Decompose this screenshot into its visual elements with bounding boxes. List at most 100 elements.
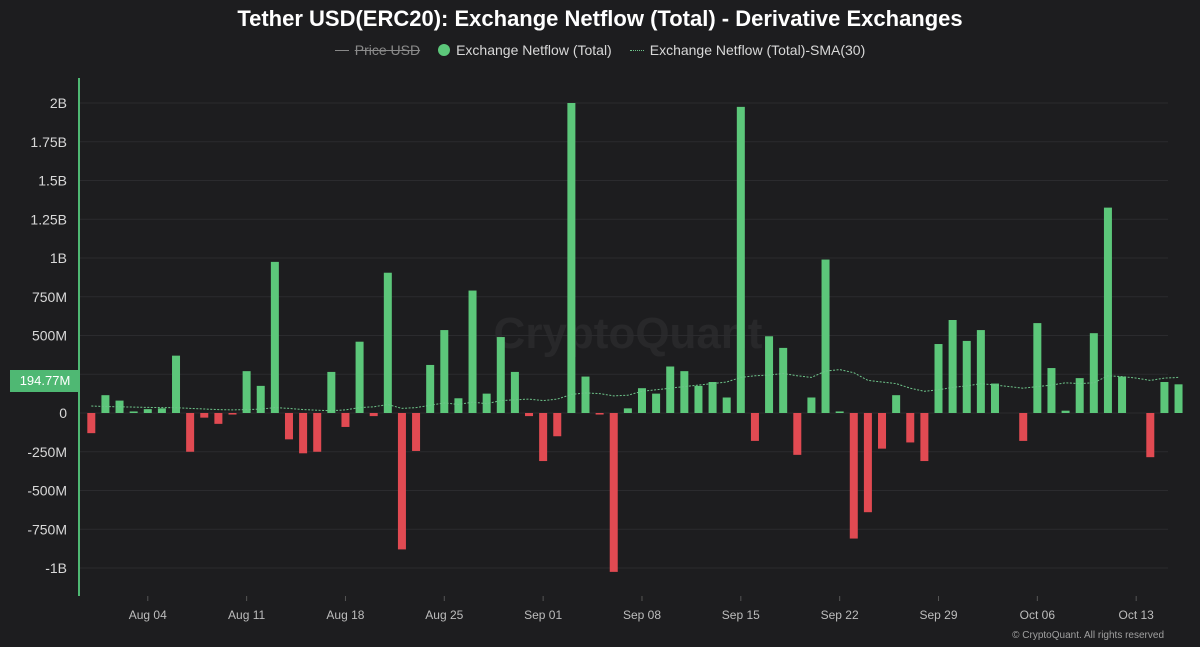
y-tick-label: -250M	[27, 444, 67, 460]
bar	[510, 371, 519, 413]
bar	[990, 383, 999, 413]
y-tick-label: 750M	[32, 289, 67, 305]
bar	[863, 413, 872, 513]
bar	[666, 366, 675, 413]
sma-line	[91, 369, 1179, 412]
bar	[623, 408, 632, 413]
x-tick-label: Oct 06	[1020, 608, 1056, 622]
bar	[821, 259, 830, 413]
bar	[779, 347, 788, 413]
bar	[496, 337, 505, 413]
dotted-line-icon	[629, 49, 644, 51]
bar	[1103, 207, 1112, 413]
bar	[228, 413, 237, 415]
bar	[1033, 323, 1042, 413]
bar	[397, 413, 406, 550]
bar	[849, 413, 858, 539]
bar	[637, 388, 646, 413]
bar	[722, 397, 731, 413]
y-tick-label: -1B	[45, 560, 67, 576]
bar	[708, 382, 717, 413]
bar	[284, 413, 293, 440]
y-tick-label: -750M	[27, 521, 67, 537]
bar	[1146, 413, 1155, 458]
legend: Price USD Exchange Netflow (Total) Excha…	[0, 42, 1200, 58]
y-tick-label: -500M	[27, 483, 67, 499]
chart-title: Tether USD(ERC20): Exchange Netflow (Tot…	[237, 6, 963, 31]
x-tick-label: Aug 11	[228, 608, 265, 622]
bar	[313, 413, 322, 452]
bar	[1019, 413, 1028, 441]
bar	[440, 330, 449, 413]
legend-label-sma: Exchange Netflow (Total)-SMA(30)	[649, 42, 866, 58]
bar	[383, 272, 392, 413]
y-tick-label: 0	[59, 405, 67, 421]
bar	[539, 413, 548, 462]
bar	[1047, 368, 1056, 413]
x-axis: Aug 04 Aug 11 Aug 18 Aug 25 Sep 01 Sep 08 Sep …	[129, 596, 1154, 622]
watermark: CryptoQuant	[494, 309, 763, 358]
bar	[214, 413, 223, 424]
x-tick-label: Aug 25	[425, 608, 463, 622]
y-tick-label: 2B	[50, 95, 67, 111]
x-tick-label: Aug 04	[129, 608, 167, 622]
line-icon	[334, 49, 349, 51]
bar	[172, 355, 181, 413]
copyright: © CryptoQuant. All rights reserved	[1012, 630, 1164, 641]
bar	[468, 290, 477, 413]
y-axis: 2B1.75B1.5B1.25B1B750M500M250M0-250M-500…	[27, 95, 67, 576]
bar	[129, 411, 138, 413]
bar	[807, 397, 816, 413]
bar	[412, 413, 421, 451]
bar	[327, 371, 336, 413]
bar	[609, 413, 618, 572]
legend-item-price[interactable]: Price USD	[334, 42, 421, 58]
legend-item-netflow[interactable]: Exchange Netflow (Total)	[438, 42, 612, 58]
bar	[581, 376, 590, 413]
bar	[157, 408, 166, 413]
bar	[1118, 376, 1127, 413]
current-value-badge: 194.77M	[10, 370, 80, 392]
bar	[341, 413, 350, 427]
bar	[299, 413, 308, 454]
bar	[694, 385, 703, 413]
bar	[200, 413, 209, 418]
x-tick-label: Oct 13	[1119, 608, 1155, 622]
x-tick-label: Sep 29	[919, 608, 957, 622]
bar	[143, 409, 152, 413]
bar	[186, 413, 195, 452]
bar	[1061, 410, 1070, 413]
x-tick-label: Sep 01	[524, 608, 562, 622]
bar	[948, 320, 957, 413]
bar	[256, 385, 265, 413]
bar	[270, 261, 279, 413]
bar	[369, 413, 378, 417]
bar	[680, 371, 689, 413]
bar	[1160, 382, 1169, 413]
legend-label-price: Price USD	[354, 42, 421, 58]
bar	[736, 106, 745, 413]
bar	[1075, 378, 1084, 413]
legend-item-sma[interactable]: Exchange Netflow (Total)-SMA(30)	[629, 42, 866, 58]
bar	[976, 330, 985, 413]
bar	[878, 413, 887, 449]
bar	[652, 393, 661, 413]
y-tick-label: 500M	[32, 328, 67, 344]
bar	[793, 413, 802, 455]
bar	[242, 371, 251, 413]
legend-label-netflow: Exchange Netflow (Total)	[456, 42, 612, 58]
bar	[920, 413, 929, 462]
bar	[101, 395, 110, 413]
bar	[934, 344, 943, 413]
y-tick-label: 1.5B	[38, 173, 67, 189]
bar	[750, 413, 759, 441]
x-tick-label: Sep 22	[821, 608, 859, 622]
bar	[87, 413, 96, 434]
bar	[1174, 384, 1183, 413]
y-tick-label: 1.25B	[30, 211, 67, 227]
x-tick-label: Sep 15	[722, 608, 760, 622]
x-tick-label: Aug 18	[326, 608, 364, 622]
bar	[567, 103, 576, 413]
grid-lines	[80, 102, 1168, 569]
